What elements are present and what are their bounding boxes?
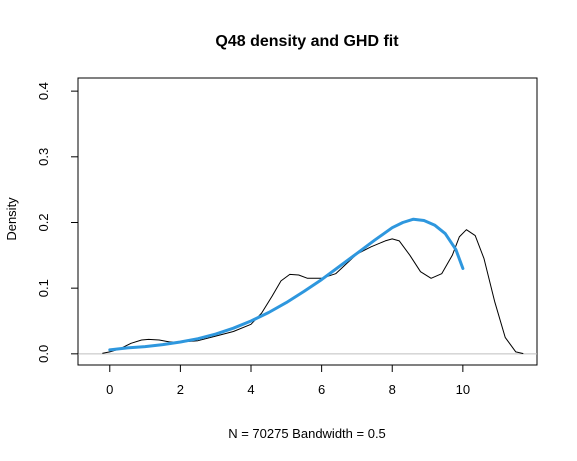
y-axis-label: Density — [4, 197, 19, 241]
y-axis: 0.0 0.1 0.2 0.3 0.4 — [36, 82, 79, 363]
series-layer — [102, 217, 524, 354]
ghd-fit-line — [108, 217, 465, 352]
plot-frame — [77, 77, 538, 366]
chart-title: Q48 density and GHD fit — [215, 33, 399, 50]
y-tick-label: 0.4 — [36, 82, 51, 100]
x-tick-label: 0 — [106, 382, 113, 397]
x-axis-label: N = 70275 Bandwidth = 0.5 — [228, 426, 386, 441]
y-tick-label: 0.1 — [36, 279, 51, 297]
density-line — [102, 229, 524, 354]
x-tick-label: 10 — [456, 382, 470, 397]
x-tick-label: 6 — [318, 382, 325, 397]
x-axis: 0 2 4 6 8 10 — [106, 364, 470, 397]
x-tick-label: 8 — [389, 382, 396, 397]
x-tick-label: 2 — [177, 382, 184, 397]
y-tick-label: 0.2 — [36, 213, 51, 231]
y-tick-label: 0.3 — [36, 148, 51, 166]
y-tick-label: 0.0 — [36, 345, 51, 363]
x-tick-label: 4 — [247, 382, 254, 397]
